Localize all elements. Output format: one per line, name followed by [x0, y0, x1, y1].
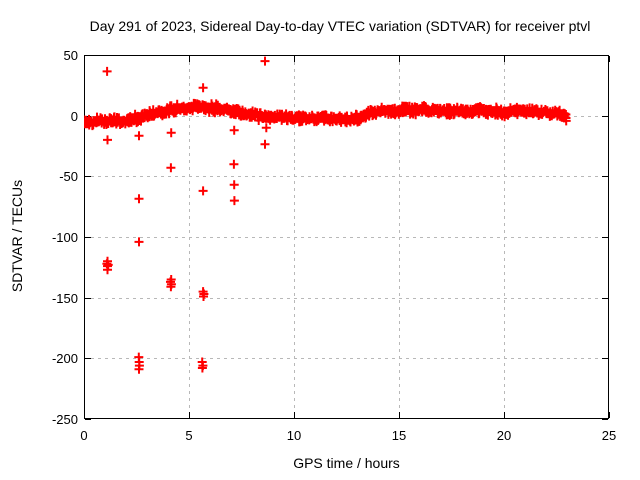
- chart-title: Day 291 of 2023, Sidereal Day-to-day VTE…: [89, 18, 591, 34]
- x-tick-label: 15: [391, 428, 407, 443]
- y-tick-label: -200: [51, 351, 78, 366]
- x-tick-label: 0: [80, 428, 88, 443]
- x-tick-label: 20: [496, 428, 512, 443]
- x-tick-label: 10: [286, 428, 302, 443]
- y-axis-label: SDTVAR / TECUs: [9, 179, 25, 293]
- y-tick-label: 0: [70, 109, 78, 124]
- scatter-points: [84, 56, 571, 374]
- y-tick-label: -250: [51, 412, 78, 427]
- axes-border: [84, 55, 610, 420]
- y-tick-label: -100: [51, 230, 78, 245]
- x-tick-label: 5: [185, 428, 193, 443]
- grid-lines: [84, 55, 609, 419]
- y-tick-label: -150: [51, 291, 78, 306]
- y-tick-label: -50: [59, 169, 78, 184]
- x-tick-label: 25: [601, 428, 617, 443]
- y-tick-label: 50: [63, 48, 78, 63]
- x-axis-label: GPS time / hours: [293, 455, 400, 471]
